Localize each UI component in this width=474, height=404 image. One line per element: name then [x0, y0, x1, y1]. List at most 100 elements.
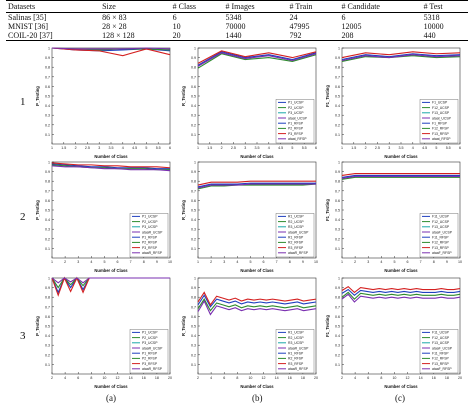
y-tick-label: 0.3 — [45, 228, 50, 232]
y-tick-label: 0.6 — [335, 85, 340, 89]
y-tick-label: 0.3 — [335, 228, 340, 232]
x-tick-label: 10 — [248, 376, 252, 380]
x-tick-label: 3 — [244, 146, 246, 150]
y-tick-label: 0.6 — [191, 199, 196, 203]
x-tick-label: 9 — [302, 260, 304, 264]
x-tick-label: 5 — [103, 260, 105, 264]
series-line — [341, 291, 461, 300]
x-tick-label: 6 — [367, 376, 369, 380]
table-cell: 208 — [339, 31, 422, 41]
y-tick-label: 0.2 — [45, 123, 50, 127]
y-tick-label: 0.7 — [191, 305, 196, 309]
series-line — [197, 183, 317, 190]
x-tick-label: 7 — [276, 260, 278, 264]
legend-label: F11_RFSP — [432, 236, 449, 240]
x-tick-label: 8 — [143, 260, 145, 264]
series-line — [51, 163, 170, 170]
legend-label: ataaF_UCSP — [432, 346, 453, 350]
legend-label: P3_UCSP — [142, 341, 158, 345]
x-tick-label: 4 — [122, 146, 124, 150]
table-cell: 70000 — [225, 22, 246, 31]
x-tick-label: 18 — [155, 376, 159, 380]
x-tick-label: 16 — [288, 376, 292, 380]
x-tick-label: 5 — [393, 260, 395, 264]
y-tick-label: 0.8 — [335, 180, 340, 184]
x-tick-label: 3 — [77, 260, 79, 264]
x-tick-label: 4.5 — [422, 146, 427, 150]
datasets-table: Datasets Size # Class # Images # Train #… — [6, 0, 468, 41]
x-tick-label: 2 — [64, 260, 66, 264]
y-tick-label: 0.8 — [191, 66, 196, 70]
y-tick-label: 0.2 — [45, 353, 50, 357]
series-line — [197, 53, 317, 69]
x-tick-label: 4 — [210, 376, 212, 380]
x-tick-label: 2 — [354, 260, 356, 264]
x-tick-label: 1 — [51, 146, 53, 150]
legend-label: F13_UCSP — [432, 111, 450, 115]
legend-label: P1_UCSP — [288, 101, 304, 105]
legend-label: ataaR_RFSP — [142, 367, 163, 371]
legend-box — [419, 213, 459, 258]
y-tick-label: 0.8 — [45, 66, 50, 70]
table-header-cell: Size — [100, 0, 171, 13]
x-tick-label: 2 — [341, 376, 343, 380]
y-tick-label: 0.2 — [335, 237, 340, 241]
legend-label: F12_UCSP — [432, 106, 450, 110]
x-tick-label: 6 — [315, 146, 317, 150]
x-tick-label: 5.5 — [156, 146, 161, 150]
series-line — [197, 298, 317, 312]
table-cell: 1440 — [223, 31, 288, 41]
series-line — [51, 47, 171, 50]
series-line — [51, 162, 171, 169]
legend-label: R1_UCSP — [288, 331, 304, 335]
legend-label: F11_UCSP — [432, 331, 450, 335]
table-header-row: Datasets Size # Class # Images # Train #… — [6, 0, 468, 13]
x-tick-label: 5 — [291, 146, 293, 150]
y-tick-label: 0.3 — [191, 228, 196, 232]
y-tick-label: 0.6 — [191, 85, 196, 89]
x-tick-label: 1 — [341, 260, 343, 264]
y-tick-label: 1 — [194, 277, 196, 281]
legend-label: ataaR_UCSP — [288, 346, 309, 350]
x-tick-label: 14 — [419, 376, 423, 380]
x-tick-label: 10 — [314, 260, 318, 264]
table-cell: 5318 — [423, 13, 440, 22]
x-tick-label: 3 — [98, 146, 100, 150]
line-chart: 0.1 0.2 0.3 0.4 0.5 0.6 0.7 0.8 0.9 1 1 2 3 4 5 6 7 8 9 10 N… — [181, 161, 318, 274]
y-tick-label: 0.4 — [191, 104, 196, 108]
series-line — [51, 165, 171, 172]
y-tick-label: 0.6 — [45, 199, 50, 203]
series-line — [341, 285, 461, 294]
x-tick-label: 2.5 — [231, 146, 236, 150]
table-cell: 5348 — [225, 13, 242, 22]
legend-label: R3_RFSP — [288, 246, 304, 250]
legend-label: ataaF_RFSP — [432, 367, 452, 371]
x-tick-label: 1 — [341, 146, 343, 150]
legend-box — [275, 99, 315, 144]
legend-label: P1_UCSP — [142, 215, 158, 219]
table-cell: COIL-20 [37] — [6, 31, 101, 41]
y-tick-label: 0.3 — [191, 114, 196, 118]
x-tick-label: 4 — [354, 376, 356, 380]
series-line — [341, 54, 461, 62]
y-tick-label: 0.1 — [45, 247, 50, 251]
y-tick-label: 0.9 — [45, 286, 50, 290]
y-axis-label: P_Testing — [35, 200, 40, 220]
y-tick-label: 0.6 — [191, 315, 196, 319]
x-tick-label: 14 — [129, 376, 133, 380]
x-tick-label: 3.5 — [399, 146, 404, 150]
y-axis-label: F1_Testing — [325, 315, 330, 337]
legend-label: P1_RFSP — [142, 236, 158, 240]
y-tick-label: 0.3 — [335, 344, 340, 348]
x-tick-label: 4 — [380, 260, 382, 264]
table-cell: 24 — [289, 13, 298, 22]
table-row: COIL-20 [37] 128 × 128 20 1440 792 208 4… — [6, 31, 468, 41]
row-label-3: 3 — [20, 330, 26, 342]
table-header-cell: # Images — [223, 0, 288, 13]
x-tick-label: 5 — [249, 260, 251, 264]
x-tick-label: 5 — [435, 146, 437, 150]
table-cell: 792 — [287, 31, 340, 41]
y-tick-label: 0.9 — [45, 170, 50, 174]
y-tick-label: 0.8 — [335, 296, 340, 300]
